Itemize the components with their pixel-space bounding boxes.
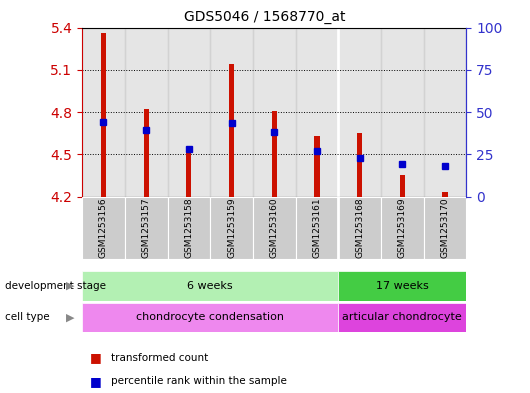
Bar <box>314 136 320 196</box>
Text: GSM1253170: GSM1253170 <box>440 198 449 258</box>
Bar <box>272 110 277 196</box>
Bar <box>338 196 381 259</box>
Bar <box>357 133 362 196</box>
Text: chondrocyte condensation: chondrocyte condensation <box>136 312 284 322</box>
Text: GSM1253161: GSM1253161 <box>313 198 322 258</box>
Bar <box>82 28 125 196</box>
Bar <box>125 196 167 259</box>
Text: percentile rank within the sample: percentile rank within the sample <box>111 376 287 386</box>
Bar <box>381 28 423 196</box>
Bar <box>210 196 253 259</box>
Bar <box>101 33 106 196</box>
Bar <box>296 28 338 196</box>
Bar <box>167 28 210 196</box>
Text: 17 weeks: 17 weeks <box>376 281 429 291</box>
Bar <box>125 28 167 196</box>
Bar <box>296 196 338 259</box>
Text: GSM1253156: GSM1253156 <box>99 198 108 258</box>
Text: cell type: cell type <box>5 312 50 322</box>
Text: development stage: development stage <box>5 281 107 291</box>
Bar <box>167 196 210 259</box>
Text: GSM1253157: GSM1253157 <box>142 198 151 258</box>
Bar <box>187 147 191 196</box>
Text: GSM1253160: GSM1253160 <box>270 198 279 258</box>
Text: ▶: ▶ <box>66 312 75 322</box>
Text: 6 weeks: 6 weeks <box>188 281 233 291</box>
Text: ▶: ▶ <box>66 281 75 291</box>
Text: articular chondrocyte: articular chondrocyte <box>342 312 462 322</box>
Bar <box>381 196 423 259</box>
Bar <box>423 196 466 259</box>
Bar <box>400 175 405 196</box>
Bar <box>253 196 296 259</box>
Bar <box>338 303 466 332</box>
Bar <box>338 28 381 196</box>
Bar <box>82 271 338 301</box>
Text: ■: ■ <box>90 375 102 388</box>
Text: GDS5046 / 1568770_at: GDS5046 / 1568770_at <box>184 10 346 24</box>
Text: GSM1253169: GSM1253169 <box>398 198 407 258</box>
Text: transformed count: transformed count <box>111 353 208 363</box>
Bar <box>82 303 338 332</box>
Bar <box>443 192 448 196</box>
Text: ■: ■ <box>90 351 102 364</box>
Bar <box>82 196 125 259</box>
Bar <box>210 28 253 196</box>
Text: GSM1253168: GSM1253168 <box>355 198 364 258</box>
Bar <box>144 109 149 196</box>
Text: GSM1253159: GSM1253159 <box>227 198 236 258</box>
Bar <box>253 28 296 196</box>
Bar <box>229 64 234 196</box>
Bar <box>423 28 466 196</box>
Bar <box>338 271 466 301</box>
Text: GSM1253158: GSM1253158 <box>184 198 193 258</box>
